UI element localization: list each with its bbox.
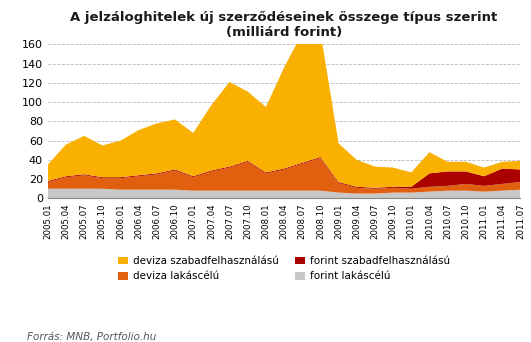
- Text: Forrás: MNB, Portfolio.hu: Forrás: MNB, Portfolio.hu: [27, 332, 156, 342]
- Legend: deviza szabadfelhasználású, deviza lakáscélú, forint szabadfelhasználású, forint: deviza szabadfelhasználású, deviza lakás…: [114, 252, 455, 286]
- Title: A jelzáloghitelek új szerződéseinek összege típus szerint
(milliárd forint): A jelzáloghitelek új szerződéseinek össz…: [71, 11, 498, 39]
